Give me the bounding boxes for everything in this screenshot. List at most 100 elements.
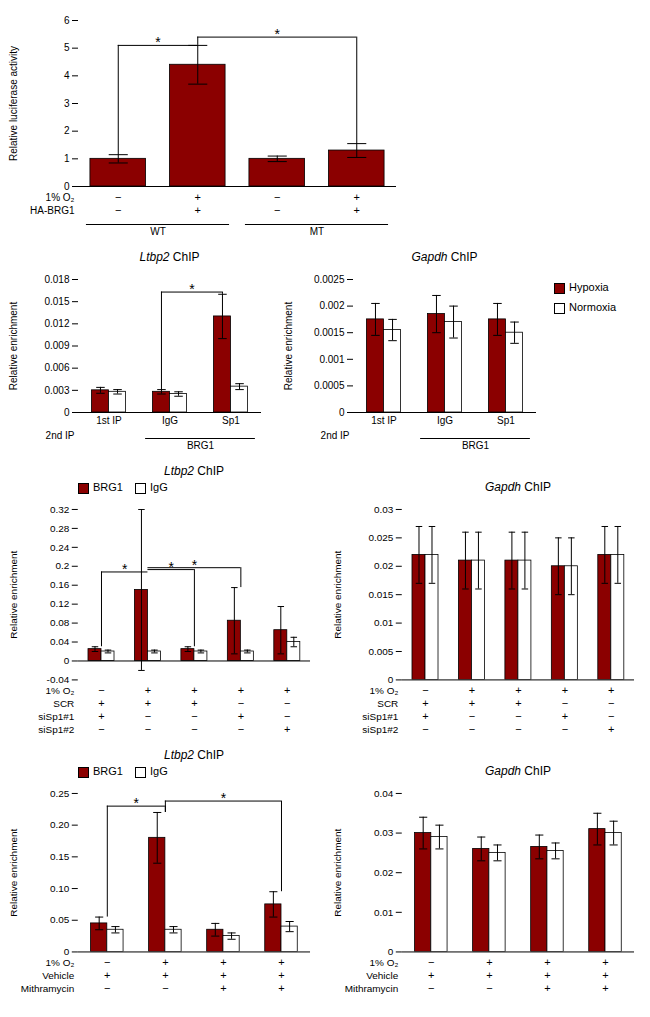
svg-text:+: + — [278, 956, 284, 968]
svg-text:0.04: 0.04 — [50, 636, 70, 647]
svg-text:2: 2 — [64, 125, 70, 136]
svg-text:+: + — [195, 191, 201, 203]
svg-text:0.015: 0.015 — [368, 589, 393, 600]
svg-text:+: + — [608, 723, 614, 735]
svg-text:Vehicle: Vehicle — [42, 970, 75, 981]
svg-text:0.12: 0.12 — [50, 598, 70, 609]
svg-text:0: 0 — [339, 407, 345, 418]
svg-text:−: − — [145, 710, 151, 722]
svg-text:0.16: 0.16 — [50, 579, 70, 590]
svg-text:+: + — [220, 982, 226, 994]
svg-text:0.08: 0.08 — [50, 617, 70, 628]
svg-text:−: − — [145, 723, 151, 735]
svg-text:0.005: 0.005 — [368, 646, 393, 657]
svg-text:Relative enrichment: Relative enrichment — [8, 302, 19, 391]
svg-text:0.003: 0.003 — [44, 385, 69, 396]
svg-text:+: + — [162, 969, 168, 981]
svg-text:+: + — [422, 710, 428, 722]
svg-text:siSp1#1: siSp1#1 — [38, 711, 74, 722]
svg-text:0.018: 0.018 — [44, 274, 69, 285]
svg-text:0.0015: 0.0015 — [314, 327, 345, 338]
svg-text:0.04: 0.04 — [374, 788, 394, 799]
svg-text:Vehicle: Vehicle — [366, 970, 399, 981]
svg-text:−: − — [562, 723, 568, 735]
svg-text:−: − — [274, 191, 280, 203]
svg-text:-0.04: -0.04 — [47, 674, 70, 685]
svg-text:Relative enrichment: Relative enrichment — [8, 829, 19, 917]
svg-text:−: − — [608, 710, 614, 722]
svg-text:+: + — [354, 204, 360, 216]
svg-text:Relative enrichment: Relative enrichment — [283, 302, 294, 391]
svg-text:+: + — [544, 969, 550, 981]
svg-text:WT: WT — [150, 226, 166, 237]
svg-text:0.2: 0.2 — [55, 560, 69, 571]
svg-text:+: + — [428, 969, 434, 981]
svg-text:IgG: IgG — [162, 415, 178, 426]
svg-text:Mithramycin: Mithramycin — [345, 983, 399, 994]
svg-text:+: + — [195, 204, 201, 216]
svg-text:Relative enrichment: Relative enrichment — [332, 829, 343, 917]
svg-text:0.03: 0.03 — [374, 504, 394, 515]
svg-text:−: − — [469, 723, 475, 735]
svg-text:BRG1: BRG1 — [187, 440, 215, 451]
svg-text:+: + — [145, 684, 151, 696]
svg-text:+: + — [602, 956, 608, 968]
svg-text:+: + — [486, 956, 492, 968]
svg-text:2nd IP: 2nd IP — [46, 430, 75, 441]
svg-text:−: − — [115, 204, 121, 216]
svg-text:+: + — [515, 684, 521, 696]
svg-text:0: 0 — [64, 946, 70, 957]
svg-text:0.24: 0.24 — [50, 542, 70, 553]
svg-text:+: + — [220, 969, 226, 981]
svg-text:0.02: 0.02 — [374, 867, 394, 878]
svg-text:+: + — [422, 697, 428, 709]
svg-text:−: − — [469, 710, 475, 722]
svg-text:*: * — [134, 795, 140, 811]
svg-text:0.03: 0.03 — [374, 827, 394, 838]
svg-text:HA-BRG1: HA-BRG1 — [30, 205, 75, 216]
svg-text:+: + — [98, 710, 104, 722]
svg-text:*: * — [189, 281, 195, 297]
svg-text:−: − — [104, 982, 110, 994]
svg-text:−: − — [284, 710, 290, 722]
svg-text:+: + — [469, 697, 475, 709]
svg-text:0.05: 0.05 — [50, 915, 70, 926]
svg-text:0.012: 0.012 — [44, 318, 69, 329]
svg-text:0.009: 0.009 — [44, 340, 69, 351]
svg-text:1% O₂: 1% O₂ — [370, 685, 399, 696]
svg-text:−: − — [191, 710, 197, 722]
svg-text:+: + — [238, 684, 244, 696]
svg-text:5: 5 — [64, 42, 70, 53]
svg-text:0: 0 — [64, 655, 70, 666]
svg-text:Relative luciferase activity: Relative luciferase activity — [8, 46, 19, 161]
svg-text:0.002: 0.002 — [319, 300, 344, 311]
svg-text:−: − — [162, 982, 168, 994]
svg-text:+: + — [191, 684, 197, 696]
svg-text:0.32: 0.32 — [50, 504, 70, 515]
svg-text:−: − — [104, 956, 110, 968]
svg-text:1st IP: 1st IP — [96, 415, 122, 426]
svg-text:−: − — [428, 982, 434, 994]
svg-text:1% O₂: 1% O₂ — [46, 957, 75, 968]
svg-text:siSp1#1: siSp1#1 — [362, 711, 398, 722]
svg-text:*: * — [168, 559, 174, 575]
svg-text:0.0005: 0.0005 — [314, 380, 345, 391]
svg-text:−: − — [191, 723, 197, 735]
svg-text:−: − — [284, 697, 290, 709]
svg-text:−: − — [238, 723, 244, 735]
svg-text:−: − — [486, 982, 492, 994]
svg-text:0.0025: 0.0025 — [314, 274, 345, 285]
svg-text:+: + — [602, 982, 608, 994]
svg-text:+: + — [220, 956, 226, 968]
svg-text:−: − — [515, 723, 521, 735]
svg-text:0.25: 0.25 — [50, 788, 70, 799]
svg-text:4: 4 — [64, 70, 70, 81]
svg-text:+: + — [284, 684, 290, 696]
svg-text:+: + — [284, 723, 290, 735]
svg-text:0.001: 0.001 — [319, 354, 344, 365]
svg-text:+: + — [354, 191, 360, 203]
svg-text:*: * — [155, 34, 161, 50]
svg-text:6: 6 — [64, 15, 70, 26]
svg-text:+: + — [238, 710, 244, 722]
svg-text:0.20: 0.20 — [50, 820, 70, 831]
